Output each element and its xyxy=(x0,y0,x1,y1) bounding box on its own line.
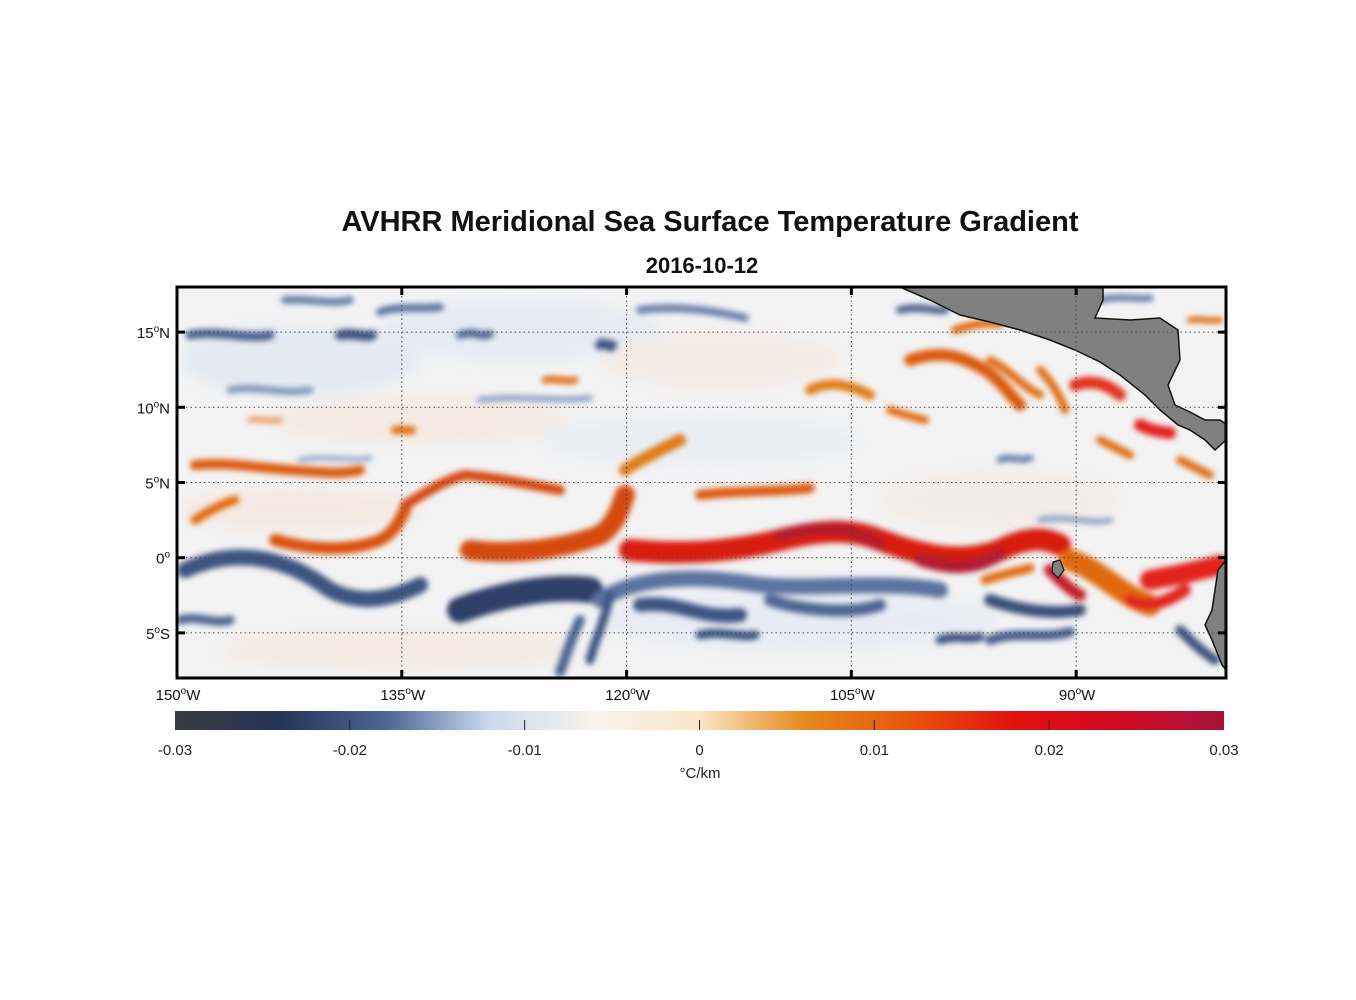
colorbar: -0.03 -0.02 -0.01 0 0.01 0.02 0.03 °C/km xyxy=(158,711,1239,782)
lat-tick-label: 5oS xyxy=(146,625,170,643)
land-central-america xyxy=(899,287,1226,672)
lon-tick-label: 120oW xyxy=(605,686,651,704)
colorbar-tick-label: 0.01 xyxy=(860,742,889,759)
lon-tick-label: 150oW xyxy=(156,686,202,704)
lon-tick-label: 135oW xyxy=(380,686,426,704)
chart-title: AVHRR Meridional Sea Surface Temperature… xyxy=(341,206,1079,238)
lon-tick-label: 90oW xyxy=(1059,686,1096,704)
colorbar-tick-label: -0.02 xyxy=(333,742,367,759)
lat-tick-label: 15oN xyxy=(137,324,170,342)
colorbar-tick-label: 0 xyxy=(695,742,703,759)
lat-tick-label: 10oN xyxy=(137,399,170,417)
colorbar-ticks: -0.03 -0.02 -0.01 0 0.01 0.02 0.03 xyxy=(158,720,1239,759)
colorbar-tick-label: 0.03 xyxy=(1209,742,1238,759)
colorbar-tick-label: -0.03 xyxy=(158,742,192,759)
map-frame xyxy=(175,285,1228,680)
map-tick-labels: 150oW 135oW 120oW 105oW 90oW 15oN 10oN 5oN 0o 5oS xyxy=(137,324,1096,704)
lat-tick-label: 5oN xyxy=(145,475,170,493)
lat-tick-label: 0o xyxy=(156,550,170,568)
colorbar-tick-label: 0.02 xyxy=(1035,742,1064,759)
colorbar-tick-label: -0.01 xyxy=(508,742,542,759)
colorbar-label: °C/km xyxy=(680,765,721,782)
lon-tick-label: 105oW xyxy=(830,686,876,704)
chart-subtitle: 2016-10-12 xyxy=(645,253,759,278)
